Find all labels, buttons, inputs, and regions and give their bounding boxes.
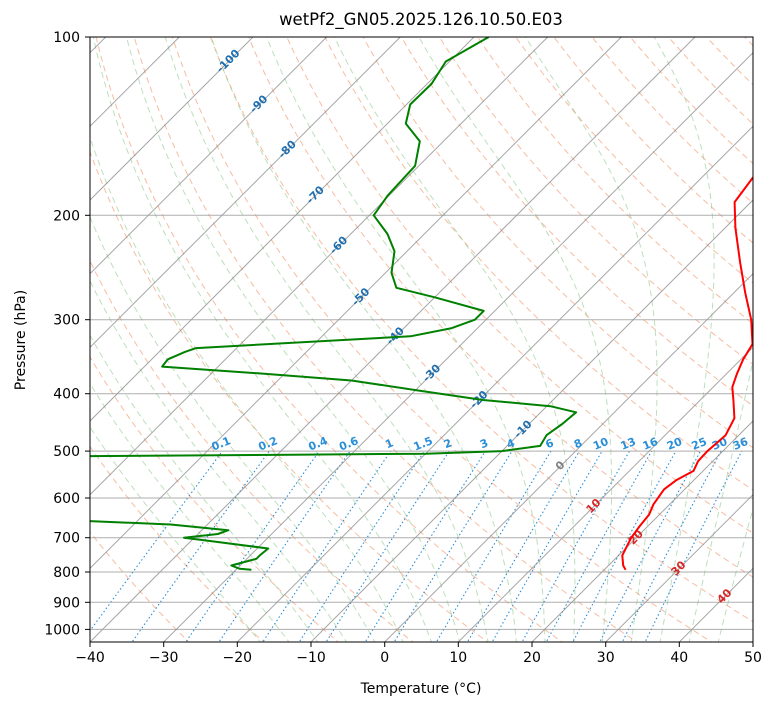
sounding-profiles [90, 37, 753, 571]
isotherms [90, 37, 753, 642]
x-axis-ticks: −40 −30 −20 −10 0 10 20 30 40 50 [75, 642, 762, 666]
mixing-ratio-label: 2 [442, 436, 454, 451]
isotherm-line [457, 346, 753, 642]
mixing-ratio-line [218, 450, 351, 642]
x-tick-label: −30 [149, 650, 179, 666]
y-tick-label: 100 [53, 30, 80, 46]
y-tick-label: 900 [53, 595, 80, 611]
x-tick-label: 40 [670, 650, 688, 666]
y-tick-label: 600 [53, 491, 80, 507]
y-tick-label: 300 [53, 313, 80, 329]
isotherm-line [90, 37, 328, 275]
x-tick-label: 50 [744, 650, 762, 666]
mixing-ratio-label: 10 [591, 435, 610, 453]
isotherm-line [90, 37, 475, 422]
x-tick-label: 20 [523, 650, 541, 666]
y-tick-label: 800 [53, 565, 80, 581]
y-tick-label: 1000 [44, 622, 80, 638]
mixing-ratio-line [325, 450, 450, 642]
mixing-ratio-label: 1 [383, 436, 395, 451]
moist-adiabat-line [90, 215, 376, 642]
y-tick-label: 500 [53, 444, 80, 460]
dry-adiabat-line [90, 259, 414, 642]
isotherm-line [90, 37, 622, 570]
mixing-ratio-label: 13 [619, 435, 638, 453]
isotherm-line [384, 272, 753, 642]
isobars [90, 37, 753, 630]
isotherm-line [163, 51, 753, 642]
y-tick-label: 700 [53, 531, 80, 547]
mixing-ratio-label: 8 [572, 436, 584, 451]
isotherm-line [531, 420, 753, 642]
y-tick-label: 200 [53, 208, 80, 224]
mixing-ratio-line [298, 450, 425, 642]
isotherm-line [90, 37, 549, 496]
chart-title: wetPf2_GN05.2025.126.10.50.E03 [279, 10, 563, 30]
isotherm-line [90, 37, 254, 201]
y-axis-title: Pressure (hPa) [13, 290, 29, 390]
mixing-ratio-line [466, 450, 580, 642]
x-tick-label: −40 [75, 650, 105, 666]
mixing-ratio-line [393, 450, 513, 642]
mixing-ratio-line [621, 450, 722, 642]
x-tick-label: −10 [296, 650, 326, 666]
mixing-ratio-label: 20 [665, 435, 684, 453]
y-tick-label: 400 [53, 387, 80, 403]
y-axis-ticks: 100 200 300 400 500 600 700 800 900 1000 [44, 30, 90, 638]
x-tick-label: 0 [380, 650, 389, 666]
sounding-profile-line [621, 175, 753, 571]
mixing-ratio-label: 30 [710, 435, 729, 453]
x-tick-label: 30 [597, 650, 615, 666]
isotherm-line [236, 125, 753, 642]
dry-adiabat-line [90, 150, 489, 642]
mixing-ratio-line [572, 450, 677, 642]
mixing-ratio-label: 3 [478, 436, 490, 451]
isotherm-line [310, 199, 753, 642]
sounding-profile-line [90, 37, 578, 571]
mixing-ratio-line [262, 450, 392, 642]
isotherm-line [605, 493, 753, 642]
mixing-ratio-line [599, 450, 701, 642]
x-axis-title: Temperature (°C) [360, 681, 482, 697]
plot-frame [89, 36, 754, 643]
mixing-ratio-line [131, 450, 270, 642]
isotherm-line [90, 37, 696, 642]
x-tick-label: 10 [449, 650, 467, 666]
x-tick-label: −20 [223, 650, 253, 666]
mixing-ratio-line [185, 450, 320, 642]
mixing-ratio-line [90, 450, 223, 632]
isotherm-line [90, 37, 401, 349]
mixing-ratio-label: 25 [690, 435, 709, 453]
mixing-ratio-label: 16 [641, 435, 660, 453]
mixing-ratio-label: 36 [731, 435, 750, 453]
